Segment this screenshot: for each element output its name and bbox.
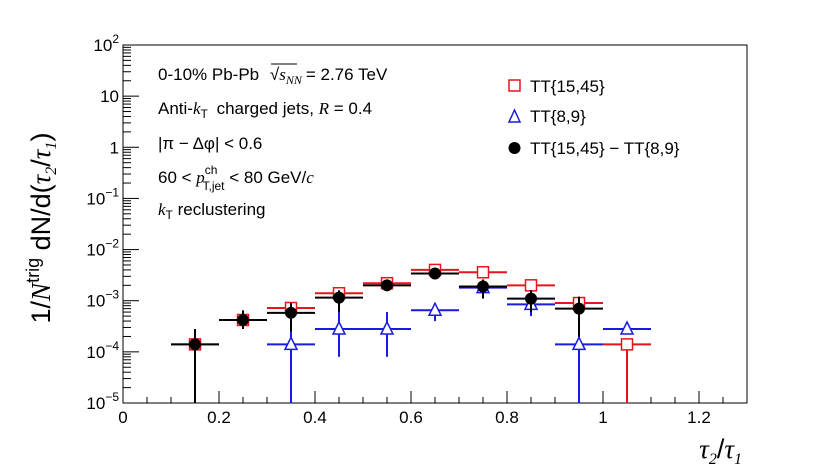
legend-filled-circle-marker bbox=[508, 142, 521, 154]
svg-text:TT{8,9}: TT{8,9} bbox=[530, 107, 586, 126]
x-tick-label: 0.2 bbox=[207, 408, 231, 427]
y-tick-label: 10−1 bbox=[86, 185, 119, 208]
data-point-triangle bbox=[283, 335, 299, 351]
y-tick-label: 102 bbox=[93, 32, 119, 55]
data-point-circle bbox=[477, 280, 489, 293]
legend-entry-tt8-9: TT{8,9} bbox=[507, 107, 586, 126]
data-point-triangle bbox=[571, 335, 587, 351]
legend-entry-difference: TT{15,45} − TT{8,9} bbox=[508, 139, 680, 158]
y-tick-label: 10 bbox=[100, 87, 119, 106]
annotation-phi: |π − Δφ| < 0.6 bbox=[158, 134, 262, 153]
x-axis-label: τ2/τ1 bbox=[699, 434, 742, 468]
y-tick-label: 10−2 bbox=[86, 237, 119, 260]
annotation-jets: Anti-kT charged jets, R = 0.4 bbox=[158, 99, 372, 121]
data-point-triangle bbox=[379, 320, 395, 335]
legend-open-square-marker bbox=[508, 79, 521, 92]
data-point-square bbox=[476, 266, 490, 279]
y-tick-label: 10−5 bbox=[86, 390, 119, 413]
data-point-square bbox=[620, 338, 634, 351]
y-axis-label: 1/Ntrig dN/d(τ2/τ1) bbox=[23, 133, 60, 324]
data-point-circle bbox=[333, 291, 345, 304]
svg-text:τ2/τ1: τ2/τ1 bbox=[699, 434, 742, 468]
y-tick-label: 10−3 bbox=[86, 288, 119, 311]
data-point-triangle bbox=[427, 301, 443, 317]
annotation-collision: 0-10% Pb-Pb √sNN = 2.76 TeV bbox=[158, 65, 388, 87]
data-point-triangle bbox=[619, 320, 635, 335]
data-point-circle bbox=[429, 267, 441, 280]
data-point-square bbox=[524, 279, 538, 292]
data-point-circle bbox=[381, 279, 393, 292]
data-point-triangle bbox=[331, 320, 347, 335]
legend-entry-tt15-45: TT{15,45} bbox=[508, 77, 605, 96]
x-tick-label: 0.8 bbox=[495, 408, 519, 427]
annotation-recluster: kT reclustering bbox=[158, 200, 266, 222]
y-tick-label: 1 bbox=[110, 138, 119, 157]
data-point-circle bbox=[573, 302, 585, 315]
legend: TT{15,45} TT{8,9} TT{15,45} − TT{8,9} bbox=[507, 77, 680, 158]
svg-text:TT{15,45}: TT{15,45} bbox=[530, 77, 605, 96]
x-tick-label: 0.6 bbox=[399, 408, 423, 427]
legend-open-triangle-marker bbox=[507, 108, 522, 123]
annotation-pt: 60 < pch T,jet < 80 GeV/c bbox=[158, 163, 314, 193]
data-point-circle bbox=[237, 313, 249, 326]
data-point-circle bbox=[525, 292, 537, 305]
data-point-circle bbox=[285, 306, 297, 319]
data-marks bbox=[171, 263, 651, 403]
x-tick-label: 1 bbox=[598, 408, 607, 427]
x-tick-label: 1.2 bbox=[687, 408, 711, 427]
series-1 bbox=[267, 278, 651, 403]
svg-text:1/Ntrig dN/d(τ2/τ1): 1/Ntrig dN/d(τ2/τ1) bbox=[23, 133, 60, 324]
x-tick-label: 0 bbox=[118, 408, 127, 427]
data-point-circle bbox=[189, 338, 201, 351]
svg-text:TT{15,45} − TT{8,9}: TT{15,45} − TT{8,9} bbox=[530, 139, 680, 158]
annotation-block: 0-10% Pb-Pb √sNN = 2.76 TeV Anti-kT charg… bbox=[158, 63, 388, 222]
y-tick-label: 10−4 bbox=[86, 339, 119, 362]
series-2 bbox=[171, 267, 603, 403]
axes: 0 0.2 0.4 0.6 0.8 1 1.2 10−5 10−4 10−3 10−2 10−1 1 10… bbox=[86, 32, 748, 427]
x-tick-label: 0.4 bbox=[303, 408, 327, 427]
